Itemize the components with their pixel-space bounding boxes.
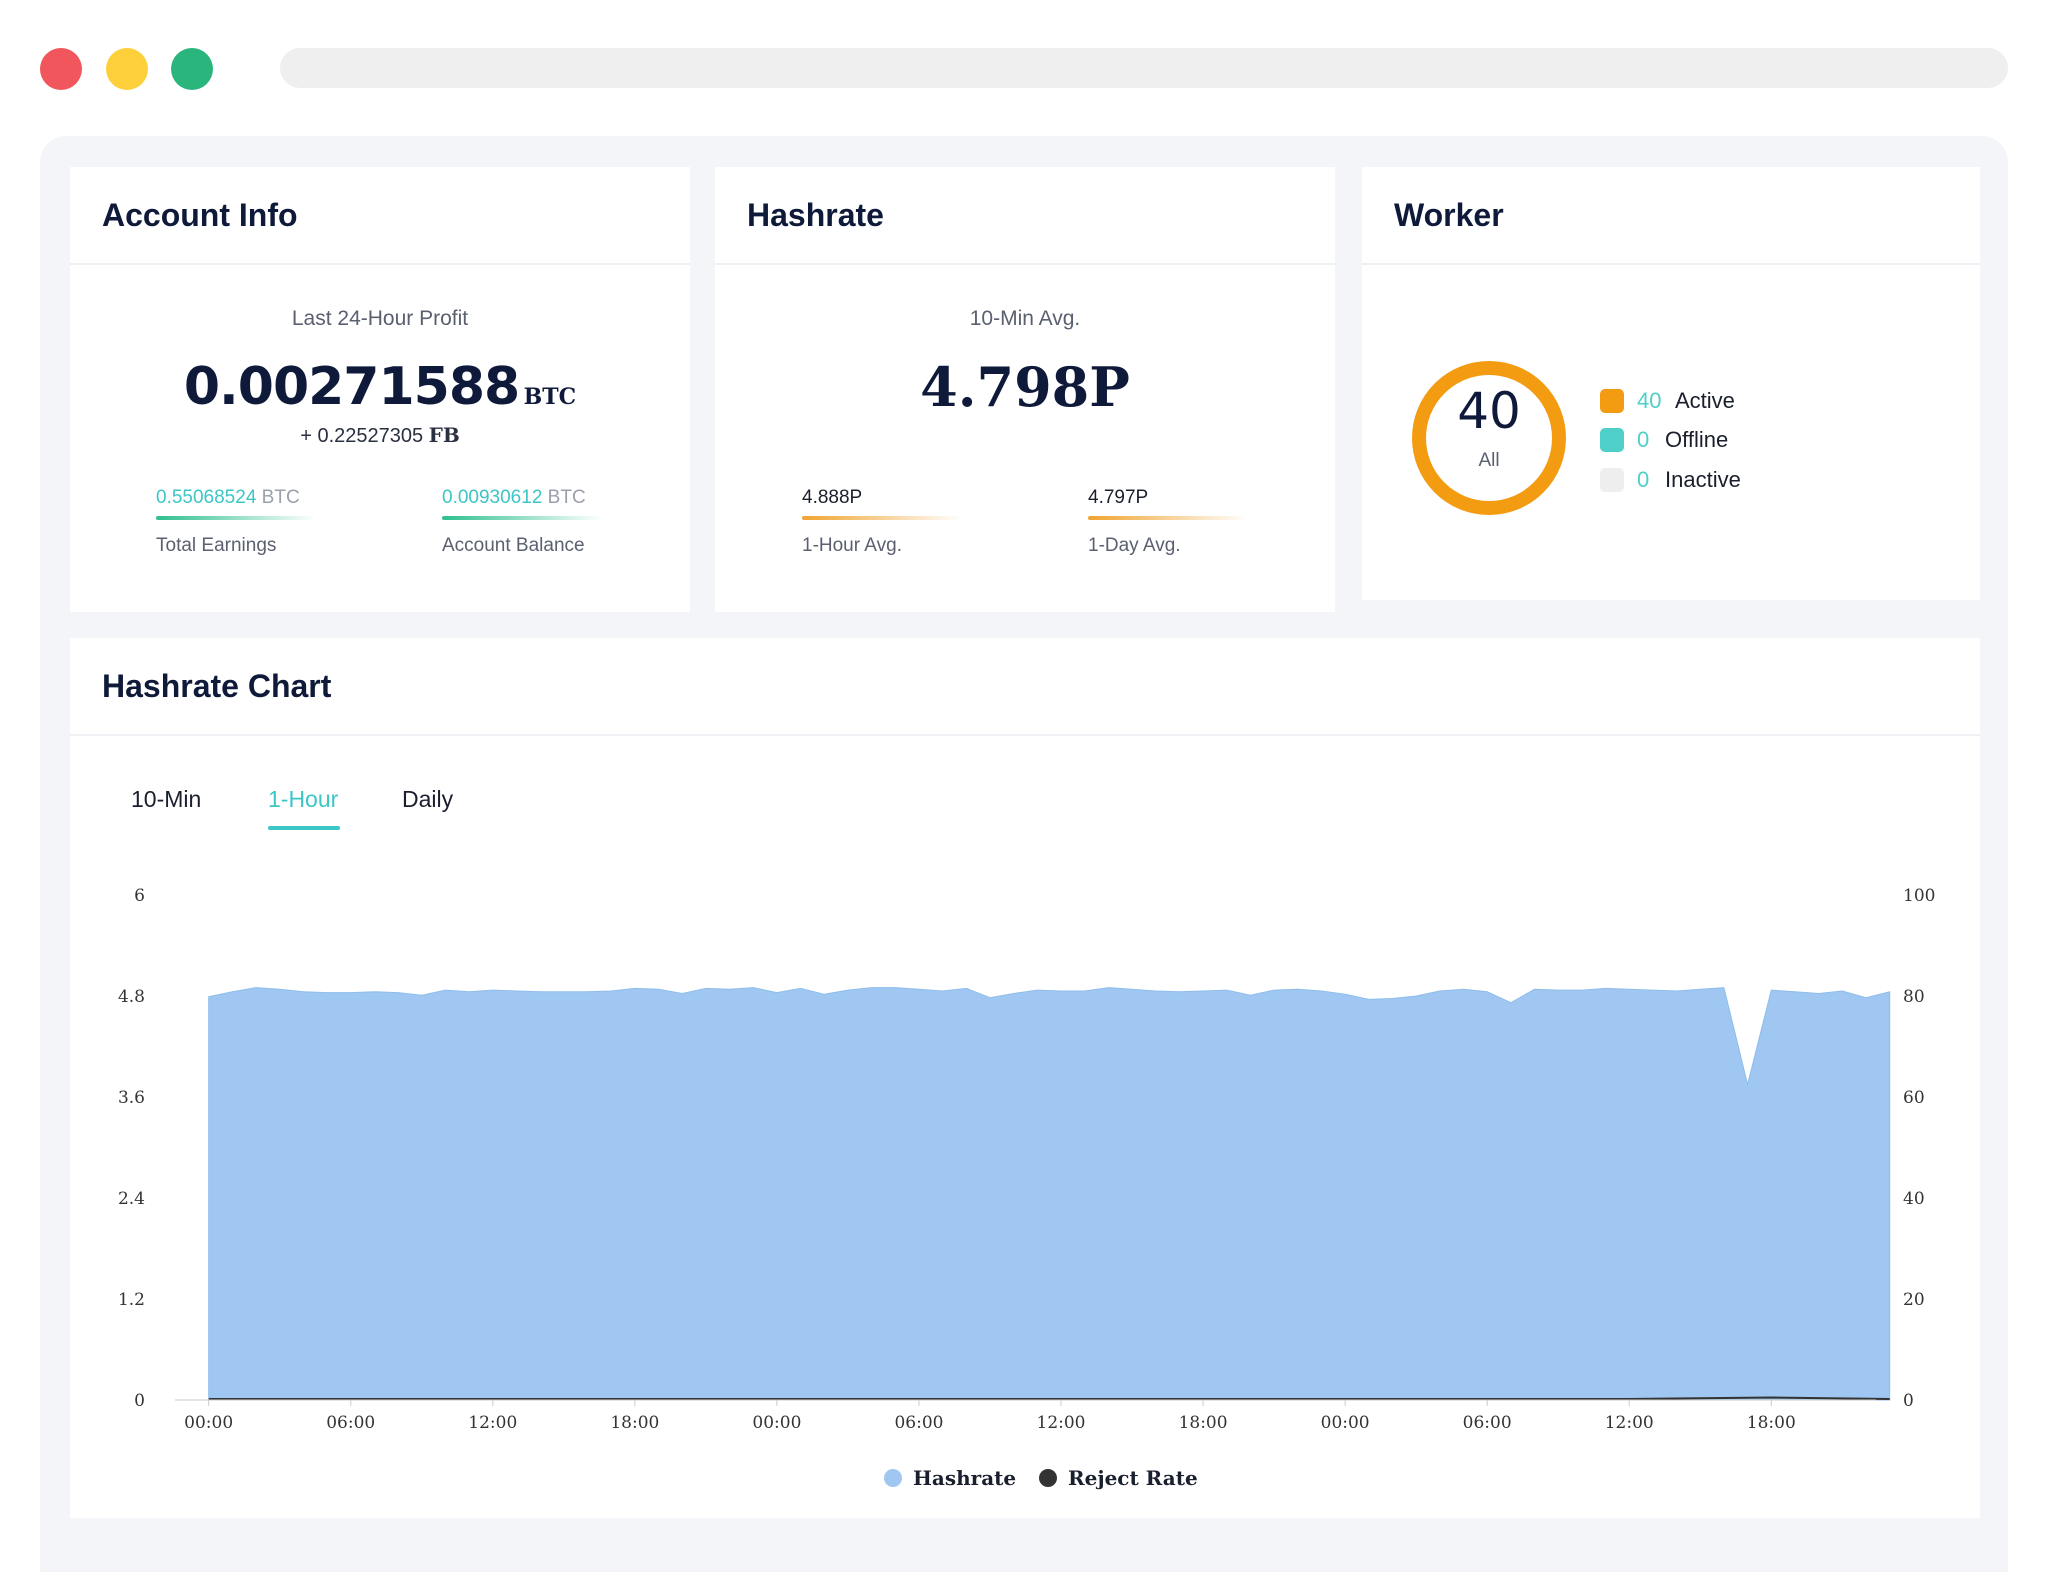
tab-daily[interactable]: Daily xyxy=(402,786,454,812)
hashrate-chart-header: Hashrate Chart xyxy=(70,638,1980,736)
worker-donut-ring xyxy=(1412,361,1566,515)
profit-label: Last 24-Hour Profit xyxy=(291,307,469,330)
window-minimize-dot[interactable] xyxy=(106,48,148,90)
account-balance-unit: BTC xyxy=(547,487,586,508)
tab-1-hour[interactable]: 1-Hour xyxy=(268,786,339,812)
ten-min-avg-label: 10-Min Avg. xyxy=(969,307,1081,330)
fb-amount: + 0.22527305 FB xyxy=(70,423,690,448)
tab-1-hour-underline xyxy=(268,826,340,830)
worker-title: Worker xyxy=(1394,197,1504,233)
hashrate-title: Hashrate xyxy=(747,197,884,233)
one-day-avg-underline xyxy=(1088,516,1248,520)
tab-10-min[interactable]: 10-Min xyxy=(131,786,202,812)
one-hour-avg-label: 1-Hour Avg. xyxy=(802,535,902,556)
profit-unit: BTC xyxy=(523,384,577,410)
hashrate-chart-card: Hashrate Chart xyxy=(70,638,1980,1518)
account-balance-underline xyxy=(442,516,602,520)
active-legend-count: 40 xyxy=(1637,388,1662,413)
window-close-dot[interactable] xyxy=(40,48,82,90)
offline-legend-swatch xyxy=(1600,428,1624,452)
one-hour-avg-underline xyxy=(802,516,962,520)
one-day-avg-label: 1-Day Avg. xyxy=(1088,535,1181,556)
worker-donut xyxy=(1412,361,1566,515)
account-balance-value: 0.00930612 xyxy=(442,487,543,508)
total-earnings-value: 0.55068524 xyxy=(156,487,257,508)
account-info-card: Account Info Last 24-Hour Profit 0.00271… xyxy=(70,167,690,612)
worker-total: 40 xyxy=(1457,382,1521,440)
hashrate-chart-title: Hashrate Chart xyxy=(102,668,332,704)
hashrate-header: Hashrate xyxy=(715,167,1335,265)
account-info-header: Account Info xyxy=(70,167,690,265)
account-balance-amount: 0.00930612 BTC xyxy=(442,487,586,509)
active-legend-swatch xyxy=(1600,389,1624,413)
offline-legend-label: Offline xyxy=(1665,427,1729,452)
window-maximize-dot[interactable] xyxy=(171,48,213,90)
account-info-title: Account Info xyxy=(102,197,298,233)
offline-legend-count: 0 xyxy=(1637,427,1650,452)
inactive-legend-count: 0 xyxy=(1637,467,1650,492)
total-earnings-label: Total Earnings xyxy=(156,535,277,556)
fb-unit: FB xyxy=(428,423,460,447)
active-legend-label: Active xyxy=(1675,388,1735,413)
profit-value: 0.00271588 xyxy=(183,357,520,417)
account-balance-label: Account Balance xyxy=(442,535,585,556)
inactive-legend-label: Inactive xyxy=(1665,467,1741,492)
total-earnings-amount: 0.55068524 BTC xyxy=(156,487,300,509)
fb-value: + 0.22527305 xyxy=(300,425,424,447)
ten-min-avg-value: 4.798P xyxy=(920,355,1130,419)
profit-amount: 0.00271588 BTC xyxy=(70,357,690,417)
hashrate-card: Hashrate 10-Min Avg. 4.798P 4.888P 1-Hou… xyxy=(715,167,1335,612)
one-hour-avg-value: 4.888P xyxy=(802,487,863,508)
inactive-legend-swatch xyxy=(1600,468,1624,492)
total-earnings-underline xyxy=(156,516,316,520)
worker-total-label: All xyxy=(1478,450,1500,471)
address-bar[interactable] xyxy=(280,48,2008,88)
one-day-avg-value: 4.797P xyxy=(1088,487,1149,508)
total-earnings-unit: BTC xyxy=(261,487,300,508)
worker-header: Worker xyxy=(1362,167,1980,265)
worker-card: Worker 40 All 40 Active 0 Offline 0 Inac… xyxy=(1362,167,1980,600)
